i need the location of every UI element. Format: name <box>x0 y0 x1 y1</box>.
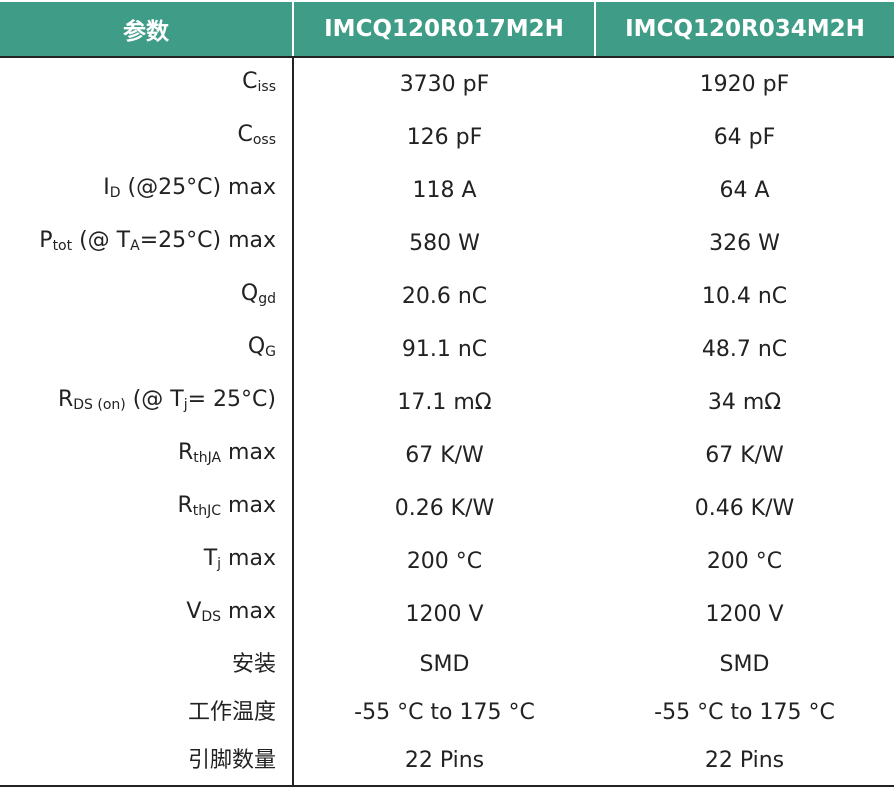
param-text: max <box>221 599 276 624</box>
param-text: max <box>221 440 276 465</box>
param-text: (@ T <box>72 228 131 253</box>
param-cell: Ciss <box>0 57 294 111</box>
value-cell: 10.4 nC <box>701 283 788 309</box>
value-cell: 0.26 K/W <box>394 495 495 521</box>
param-cell: RthJA max <box>0 429 294 482</box>
param-text: V <box>186 599 202 624</box>
param-text: R <box>177 440 194 465</box>
param-cell: RDS (on) (@ Tj= 25°C) <box>0 376 294 429</box>
header-cell: IMCQ120R017M2H <box>292 2 595 58</box>
table-row: Coss 126 pF 64 pF <box>0 111 894 164</box>
param-text: (@ T <box>125 387 184 412</box>
param-text: R <box>177 493 193 518</box>
subscript: D <box>109 185 121 201</box>
value-cell: 64 pF <box>713 124 776 150</box>
table-row: Ciss 3730 pF 1920 pF <box>0 57 894 111</box>
param-cell: 引脚数量 <box>0 737 294 786</box>
subscript: j <box>183 397 188 413</box>
param-text: 引脚数量 <box>187 748 276 773</box>
value-cell: 1920 pF <box>699 71 790 97</box>
param-text: T <box>203 546 218 571</box>
subscript: iss <box>257 79 276 95</box>
table-row: 工作温度 -55 °C to 175 °C -55 °C to 175 °C <box>0 689 894 737</box>
subscript: tot <box>52 238 73 254</box>
value-cell: 34 mΩ <box>707 389 782 415</box>
value-cell: 91.1 nC <box>401 336 488 362</box>
table-row: QG 91.1 nC 48.7 nC <box>0 323 894 376</box>
value-cell: 126 pF <box>406 124 483 150</box>
subscript: thJA <box>193 450 222 466</box>
value-cell: 67 K/W <box>705 442 784 468</box>
subscript: DS <box>201 609 222 625</box>
param-text: I <box>103 175 110 200</box>
param-cell: Tj max <box>0 535 294 588</box>
param-text: =25°C) max <box>139 228 276 253</box>
value-cell: 0.46 K/W <box>694 495 795 521</box>
subscript: gd <box>258 291 276 307</box>
subscript: G <box>265 344 276 360</box>
table-row: RDS (on) (@ Tj= 25°C) 17.1 mΩ 34 mΩ <box>0 376 894 429</box>
param-cell: VDS max <box>0 588 294 641</box>
value-cell: 22 Pins <box>704 748 785 773</box>
table-row: 安装 SMD SMD <box>0 641 894 689</box>
table-row: RthJA max 67 K/W 67 K/W <box>0 429 894 482</box>
param-cell: Ptot (@ TA=25°C) max <box>0 217 294 270</box>
value-cell: 64 A <box>719 177 770 203</box>
subscript: DS (on) <box>73 397 126 413</box>
value-cell: 326 W <box>709 230 780 256</box>
param-text: Q <box>240 281 259 306</box>
value-cell: 22 Pins <box>404 748 485 773</box>
value-cell: 580 W <box>409 230 480 256</box>
value-cell: 20.6 nC <box>401 283 488 309</box>
param-text: Q <box>247 334 266 359</box>
value-cell: 67 K/W <box>405 442 484 468</box>
table-row: ID (@25°C) max 118 A 64 A <box>0 164 894 217</box>
value-cell: 1200 V <box>405 601 484 627</box>
param-text: 安装 <box>231 652 276 677</box>
param-text: C <box>242 69 258 94</box>
param-cell: Coss <box>0 111 294 164</box>
value-cell: -55 °C to 175 °C <box>654 700 835 725</box>
table-body: Ciss 3730 pF 1920 pF Coss 126 pF 64 pF ID (@25… <box>0 57 894 786</box>
value-cell: 1200 V <box>705 601 784 627</box>
param-text: C <box>237 122 253 147</box>
param-text: max <box>221 546 276 571</box>
value-cell: 48.7 nC <box>701 336 788 362</box>
param-cell: RthJC max <box>0 482 294 535</box>
table-row: 引脚数量 22 Pins 22 Pins <box>0 737 894 786</box>
param-text: 工作温度 <box>187 700 276 725</box>
param-text: P <box>39 228 53 253</box>
param-text: (@25°C) max <box>120 175 276 200</box>
value-cell: SMD <box>419 652 470 677</box>
table-row: Ptot (@ TA=25°C) max 580 W 326 W <box>0 217 894 270</box>
param-cell: ID (@25°C) max <box>0 164 294 217</box>
table-row: RthJC max 0.26 K/W 0.46 K/W <box>0 482 894 535</box>
header-row: 参数 IMCQ120R017M2H IMCQ120R034M2H <box>0 2 894 58</box>
table-row: Tj max 200 °C 200 °C <box>0 535 894 588</box>
param-cell: 安装 <box>0 641 294 689</box>
value-cell: 200 °C <box>706 548 783 574</box>
table-row: VDS max 1200 V 1200 V <box>0 588 894 641</box>
subscript: j <box>217 556 222 572</box>
table-row: Qgd 20.6 nC 10.4 nC <box>0 270 894 323</box>
value-cell: 118 A <box>412 177 477 203</box>
param-text: = 25°C) <box>187 387 276 412</box>
value-cell: 3730 pF <box>399 71 490 97</box>
subscript: oss <box>252 132 276 148</box>
param-cell: Qgd <box>0 270 294 323</box>
param-cell: 工作温度 <box>0 689 294 737</box>
subscript: thJC <box>192 503 222 519</box>
header-cell: 参数 <box>0 2 293 58</box>
header-cell: IMCQ120R034M2H <box>594 2 894 58</box>
param-cell: QG <box>0 323 294 376</box>
subscript: A <box>130 238 140 254</box>
value-cell: 200 °C <box>406 548 483 574</box>
param-text: max <box>221 493 276 518</box>
value-cell: SMD <box>719 652 770 677</box>
value-cell: -55 °C to 175 °C <box>354 700 535 725</box>
value-cell: 17.1 mΩ <box>397 389 492 415</box>
param-text: R <box>57 387 74 412</box>
